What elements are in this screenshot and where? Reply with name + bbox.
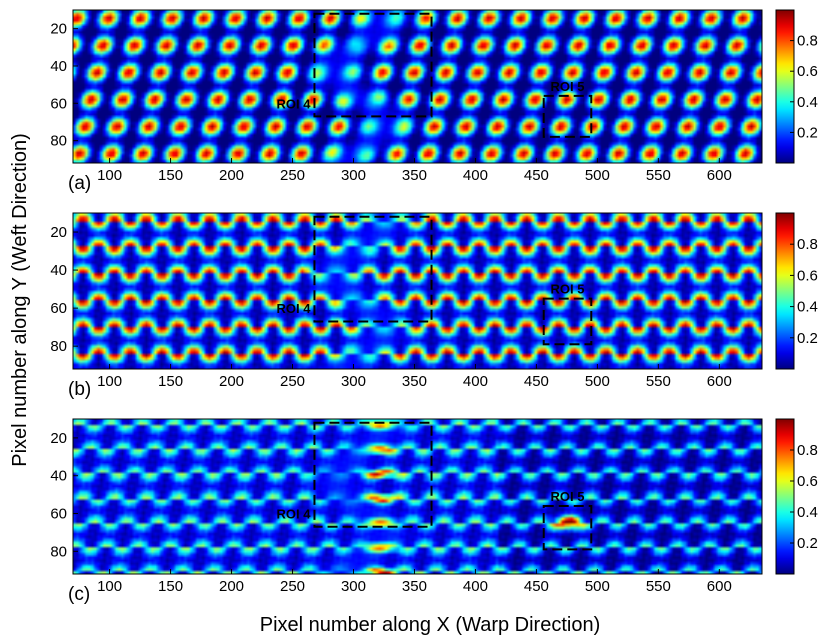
panel-label: (b) — [68, 379, 91, 400]
x-tick-label: 350 — [402, 373, 427, 390]
roi-label: ROI 5 — [551, 79, 585, 94]
x-tick-label: 150 — [158, 373, 183, 390]
x-tick-label: 400 — [463, 373, 488, 390]
colorbar-tick-label: 0.4 — [797, 504, 818, 521]
x-tick-label: 550 — [646, 578, 671, 595]
plot-frame — [72, 418, 763, 575]
x-tick-label: 250 — [280, 373, 305, 390]
roi-label: ROI 4 — [276, 301, 311, 316]
roi-label: ROI 4 — [276, 507, 311, 522]
x-tick-label: 600 — [707, 578, 732, 595]
panel-2: 20 40 60 80 100 150 200 250 300 350 400 450 500 550 60… — [50, 212, 818, 400]
heatmap-panels: 20 40 60 80 100 150 200 250 300 350 400 450 500 550 60… — [50, 9, 818, 605]
x-tick-label: 550 — [646, 167, 671, 184]
panel-1: 20 40 60 80 100 150 200 250 300 350 400 450 500 550 60… — [50, 9, 818, 194]
x-tick-label: 450 — [524, 373, 549, 390]
x-tick-label: 100 — [97, 167, 122, 184]
x-axis-title: Pixel number along X (Warp Direction) — [260, 614, 601, 636]
x-tick-label: 550 — [646, 373, 671, 390]
colorbar-tick-label: 0.4 — [797, 94, 818, 111]
x-tick-label: 500 — [585, 373, 610, 390]
y-tick-label: 20 — [50, 430, 67, 447]
y-tick-label: 40 — [50, 58, 67, 75]
y-tick-label: 80 — [50, 133, 67, 150]
colorbar-tick-label: 0.2 — [797, 124, 818, 141]
x-tick-label: 300 — [341, 167, 366, 184]
x-tick-label: 200 — [219, 578, 244, 595]
y-tick-label: 20 — [50, 21, 67, 38]
roi-box-4 — [313, 12, 433, 118]
x-tick-label: 450 — [524, 578, 549, 595]
y-tick-label: 60 — [50, 95, 67, 112]
colorbar-tick-label: 0.6 — [797, 267, 818, 284]
panel-label: (c) — [68, 584, 90, 605]
plot-frame — [72, 212, 763, 370]
colorbar-tick-label: 0.2 — [797, 535, 818, 552]
colorbar-tick-label: 0.4 — [797, 299, 818, 316]
x-tick-label: 300 — [341, 373, 366, 390]
roi-box-4 — [313, 215, 433, 323]
colorbar: 0.2 0.4 0.6 0.8 — [775, 9, 818, 164]
roi-label: ROI 5 — [551, 489, 585, 504]
heatmap-image — [73, 10, 762, 163]
y-tick-label: 40 — [50, 468, 67, 485]
x-tick-label: 200 — [219, 373, 244, 390]
x-tick-label: 250 — [280, 167, 305, 184]
roi-box-5 — [542, 297, 593, 346]
y-tick-label: 80 — [50, 338, 67, 355]
colorbar-tick-label: 0.6 — [797, 63, 818, 80]
y-tick-label: 60 — [50, 300, 67, 317]
colorbar-tick-label: 0.8 — [797, 236, 818, 253]
colorbar-tick-label: 0.6 — [797, 473, 818, 490]
roi-box-5 — [542, 94, 593, 138]
roi-box-4 — [313, 421, 433, 528]
y-tick-label: 60 — [50, 506, 67, 523]
y-tick-label: 80 — [50, 543, 67, 560]
x-tick-label: 500 — [585, 578, 610, 595]
y-tick-label: 20 — [50, 224, 67, 241]
x-tick-label: 400 — [463, 167, 488, 184]
panel-label: (a) — [68, 173, 91, 194]
colorbar-tick-label: 0.8 — [797, 442, 818, 459]
colorbar-tick-label: 0.8 — [797, 33, 818, 50]
colorbar: 0.2 0.4 0.6 0.8 — [775, 212, 818, 370]
colorbar-tick-label: 0.2 — [797, 330, 818, 347]
x-tick-label: 100 — [97, 373, 122, 390]
colorbar: 0.2 0.4 0.6 0.8 — [775, 418, 818, 575]
x-tick-label: 600 — [707, 167, 732, 184]
plot-frame — [72, 9, 763, 164]
x-tick-label: 350 — [402, 578, 427, 595]
roi-box-5 — [542, 504, 593, 551]
x-tick-label: 200 — [219, 167, 244, 184]
x-tick-label: 450 — [524, 167, 549, 184]
x-tick-label: 600 — [707, 373, 732, 390]
x-tick-label: 250 — [280, 578, 305, 595]
heatmap-image — [73, 419, 762, 574]
x-tick-label: 500 — [585, 167, 610, 184]
x-tick-label: 150 — [158, 578, 183, 595]
x-tick-label: 150 — [158, 167, 183, 184]
x-tick-label: 300 — [341, 578, 366, 595]
y-axis-title: Pixel number along Y (Weft Direction) — [9, 133, 31, 467]
roi-label: ROI 5 — [551, 282, 585, 297]
x-tick-label: 350 — [402, 167, 427, 184]
heatmap-image — [73, 213, 762, 369]
roi-label: ROI 4 — [276, 96, 311, 111]
x-tick-label: 100 — [97, 578, 122, 595]
panel-3: 20 40 60 80 100 150 200 250 300 350 400 450 500 550 60… — [50, 418, 818, 605]
x-tick-label: 400 — [463, 578, 488, 595]
y-tick-label: 40 — [50, 262, 67, 279]
